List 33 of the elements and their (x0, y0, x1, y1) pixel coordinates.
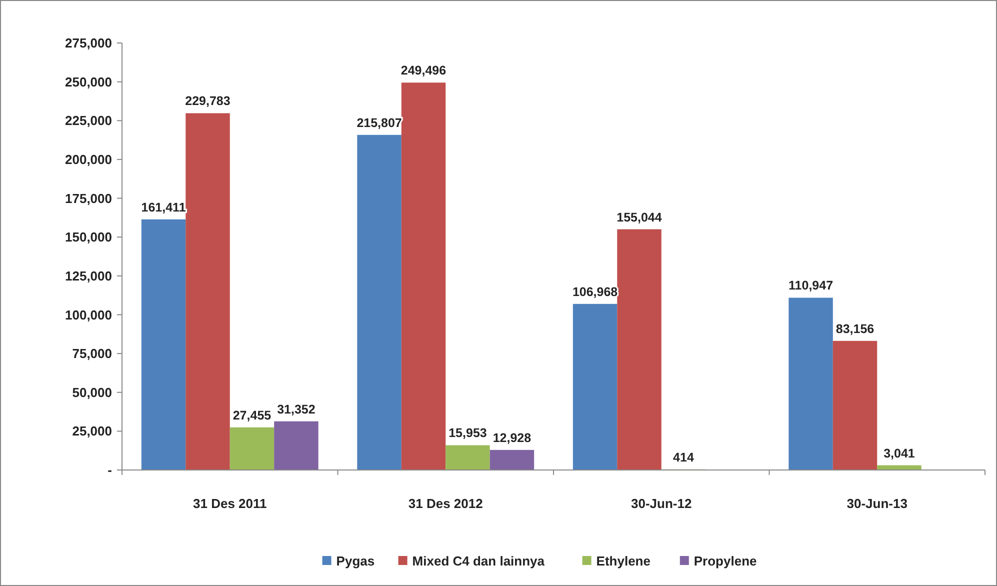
y-tick-label: 275,000 (65, 36, 112, 51)
y-tick-label: 100,000 (65, 307, 112, 322)
data-label: 414 (673, 450, 694, 464)
y-tick-label: 250,000 (65, 74, 112, 90)
data-label: 83,156 (836, 322, 874, 336)
data-label: 3,041 (884, 446, 915, 460)
y-tick-label: - (108, 462, 112, 478)
y-tick-label: 50,000 (72, 384, 112, 400)
y-tick-label: 225,000 (65, 113, 112, 128)
data-label: 110,947 (788, 278, 834, 293)
y-tick-label: 75,000 (72, 346, 112, 362)
legend-label: Propylene (694, 554, 757, 569)
data-label: 31,352 (277, 402, 316, 416)
data-label: 27,455 (232, 408, 272, 422)
legend-label: Mixed C4 dan lainnya (412, 554, 546, 569)
y-tick-label: 125,000 (65, 268, 112, 284)
x-tick-label: 30-Jun-12 (631, 496, 692, 511)
data-label: 215,807 (356, 116, 402, 130)
y-tick-label: 25,000 (72, 424, 112, 439)
data-label: 229,783 (185, 94, 230, 108)
y-tick-label: 175,000 (65, 190, 112, 206)
legend-label: Pygas (336, 554, 375, 569)
y-tick-label: 200,000 (65, 152, 112, 168)
legend-label: Ethylene (596, 554, 650, 569)
data-label: 161,411 (141, 200, 186, 214)
x-tick-label: 31 Des 2012 (408, 496, 483, 511)
data-label: 15,953 (448, 426, 487, 440)
x-tick-label: 30-Jun-13 (846, 496, 908, 511)
data-label: 249,496 (400, 64, 446, 78)
y-tick-label: 150,000 (65, 230, 112, 245)
x-tick-label: 31 Des 2011 (193, 496, 267, 511)
data-label: 155,044 (616, 210, 662, 224)
data-label: 12,928 (492, 430, 532, 445)
